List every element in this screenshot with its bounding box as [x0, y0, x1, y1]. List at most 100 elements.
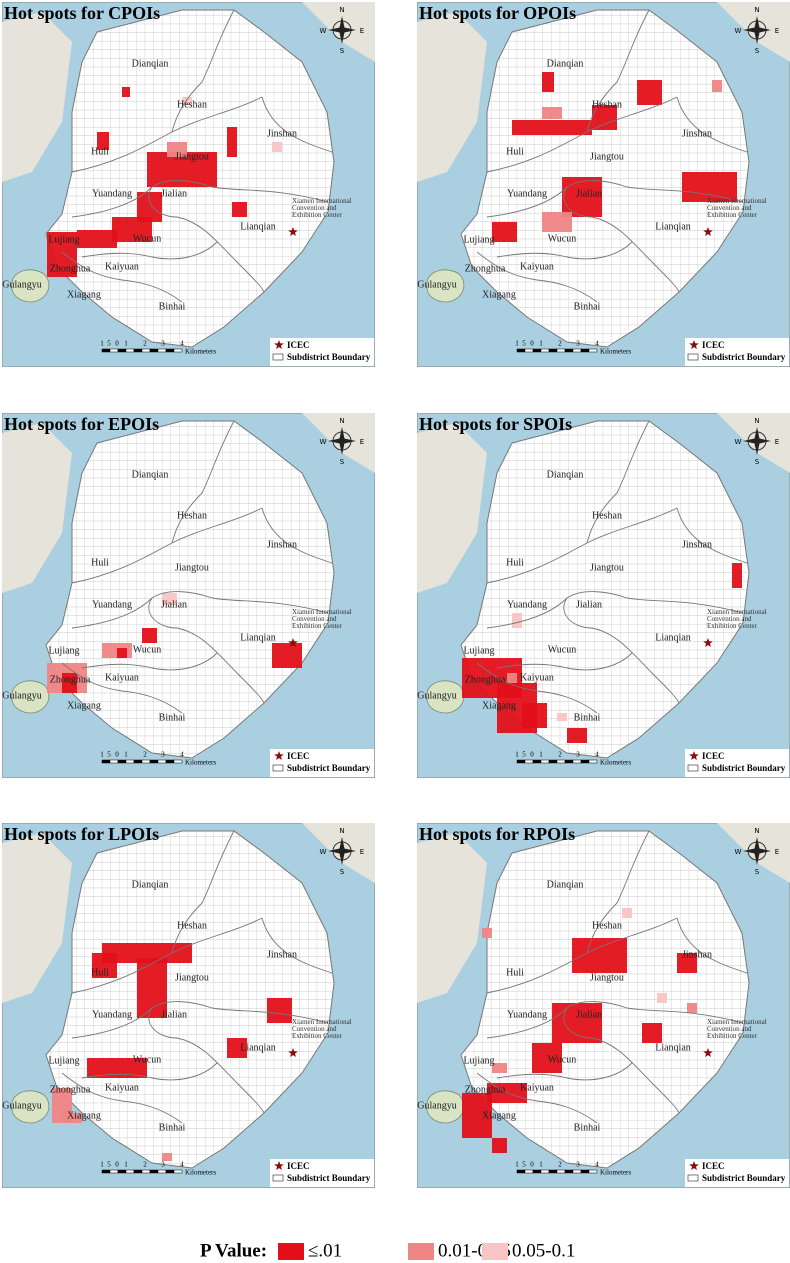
icec-annotation: Xiamen International Convention and Exhi…	[707, 609, 767, 630]
map-panel: Dianqian Heshan Jinshan Huli Jiangtou Yuandan…	[417, 413, 790, 778]
hot-spot-cells	[637, 80, 662, 105]
compass-label: W	[320, 27, 327, 35]
hot-spot-cells	[522, 703, 547, 728]
legend-boundary: Subdistrict Boundary	[287, 352, 371, 362]
hot-spot-cells	[122, 87, 130, 97]
scale-bar	[524, 1169, 534, 1174]
hot-spot-cells	[507, 673, 517, 683]
legend-swatch	[482, 1243, 508, 1260]
hot-spot-cells	[677, 953, 697, 973]
legend-box	[685, 338, 789, 366]
scale-unit: Kilometers	[600, 759, 631, 767]
scale-label: 4	[180, 1161, 184, 1169]
hot-spot-cells	[562, 177, 602, 217]
legend-icec: ICEC	[702, 751, 725, 761]
district-label: Huli	[506, 967, 524, 978]
compass-label: W	[320, 438, 327, 446]
district-label: Kaiyuan	[520, 1082, 554, 1093]
annotation-box: Xiamen International Convention and Exhi…	[707, 1019, 767, 1040]
gulangyu	[426, 269, 465, 303]
hot-spot-cells	[492, 1063, 507, 1073]
hot-spot-cells	[712, 80, 722, 92]
scale-label: 3	[576, 1161, 580, 1169]
subdistrict-boundary	[171, 420, 235, 544]
district-label: Zhonghua	[50, 674, 91, 685]
scale-label: 3	[161, 1161, 165, 1169]
legend-boundary: Subdistrict Boundary	[287, 763, 371, 773]
district-label: Jialian	[576, 1009, 602, 1020]
scale-bar	[109, 759, 119, 764]
subdistrict-boundary	[496, 652, 633, 671]
subdistrict-boundary	[81, 652, 218, 671]
map-panel: Dianqian Heshan Jinshan Huli Jiangtou Yuandan…	[417, 2, 790, 367]
scale-bar	[173, 348, 183, 353]
scale-bar	[157, 1169, 167, 1174]
district-label: Dianqian	[132, 58, 169, 69]
legend-swatch	[408, 1243, 434, 1260]
district-label: Gulangyu	[417, 690, 456, 701]
hot-spot-cells	[142, 628, 157, 643]
scale-bar	[580, 1169, 590, 1174]
map-panel: Dianqian Heshan Jinshan Huli Jiangtou Yuandan…	[2, 823, 375, 1188]
compass-label: N	[754, 827, 759, 835]
hot-spot-cells	[542, 212, 572, 232]
district-label: Binhai	[574, 712, 601, 723]
p-value-title: P Value:	[200, 1240, 267, 1261]
map-panel: Dianqian Heshan Jinshan Huli Jiangtou Yuandan…	[2, 2, 375, 367]
subdistrict-boundary	[261, 507, 333, 564]
district-label: Gulangyu	[2, 279, 41, 290]
district-label: Wucun	[548, 233, 576, 244]
scale-bar	[540, 348, 550, 353]
scale-label: 3	[161, 751, 165, 759]
mainland	[417, 12, 487, 182]
mainland	[2, 833, 72, 1003]
district-label: Kaiyuan	[105, 1082, 139, 1093]
gulangyu	[11, 1090, 50, 1124]
compass-label: N	[754, 6, 759, 14]
district-label: Huli	[506, 557, 524, 568]
hot-spot-cells	[227, 127, 237, 157]
compass	[743, 438, 771, 444]
scale-bar	[101, 1169, 111, 1174]
legend-boundary: Subdistrict Boundary	[702, 763, 786, 773]
district-label: Huli	[91, 146, 109, 157]
compass-label: E	[360, 438, 364, 446]
hot-spot-cells	[492, 222, 517, 242]
scale-bar	[109, 348, 119, 353]
district-label: Xiagang	[67, 1110, 101, 1121]
scale-label: 0	[115, 340, 119, 348]
scale-bar	[524, 759, 534, 764]
scale-bar	[149, 759, 159, 764]
subdistrict-boundary	[261, 96, 333, 153]
hot-spot-cells	[542, 72, 554, 92]
legend-boundary: Subdistrict Boundary	[702, 352, 786, 362]
legend-icec: ICEC	[287, 1161, 310, 1171]
icec-star	[703, 638, 713, 647]
panel-title: Hot spots for EPOIs	[4, 414, 159, 434]
compass	[743, 848, 771, 854]
scale-bar	[117, 348, 127, 353]
scale-label: 5	[107, 751, 111, 759]
subdistrict-boundary	[486, 1001, 744, 1039]
compass-label: S	[340, 47, 345, 55]
subdistrict-boundary	[563, 1007, 680, 1114]
scale-bar	[173, 1169, 183, 1174]
subdistrict-boundary	[171, 830, 235, 954]
scale-label: 5	[522, 751, 526, 759]
scale-bar	[133, 348, 143, 353]
scale-label: 4	[180, 751, 184, 759]
legend-boundary-swatch	[272, 764, 284, 772]
district-label: Lujiang	[48, 234, 79, 245]
hot-spot-cells	[232, 202, 247, 217]
district-label: Yuandang	[92, 188, 132, 199]
compass-label: S	[755, 47, 760, 55]
subdistrict-boundary	[586, 830, 650, 954]
hot-spot-cells	[167, 142, 187, 157]
legend-boundary-swatch	[687, 353, 699, 361]
subdistrict-boundary	[486, 96, 678, 173]
icec-annotation: Xiamen International Convention and Exhi…	[292, 609, 352, 630]
legend-star	[274, 751, 284, 760]
subdistrict-boundary	[61, 1072, 183, 1124]
scale-label: 2	[558, 1161, 562, 1169]
annotation-box: Xiamen International Convention and Exhi…	[707, 609, 767, 630]
